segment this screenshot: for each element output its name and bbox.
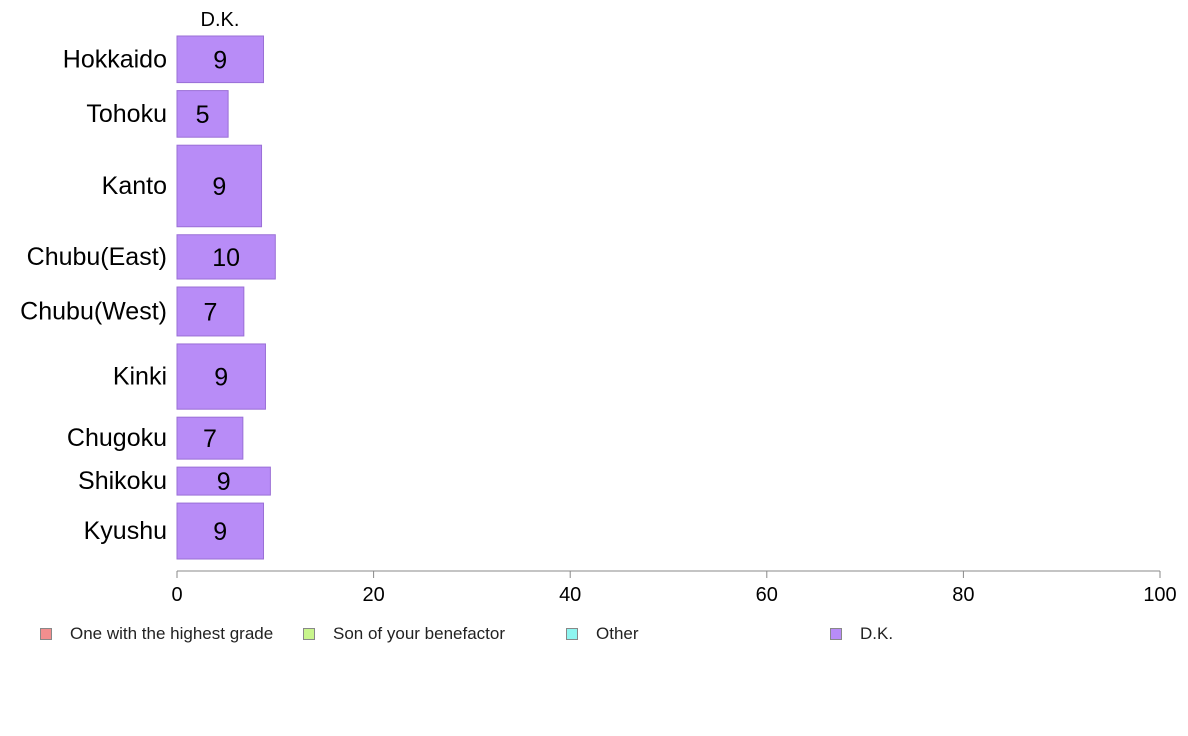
bar-d-k--hokkaido xyxy=(176,35,265,84)
bars-layer: Hokkaido 9 Tohoku 5 Kanto 9 Chubu(East) 10 Chubu… xyxy=(20,35,276,560)
legend-item-son-of-your-benefactor: Son of your benefactor xyxy=(303,624,505,644)
bar-value-label: 7 xyxy=(203,425,217,453)
legend-swatch xyxy=(830,628,842,640)
x-axis: 0 20 40 60 80 100 xyxy=(171,570,1177,606)
column-header: D.K. xyxy=(201,9,240,31)
legend-label: Other xyxy=(596,624,639,643)
legend: One with the highest grade Son of your be… xyxy=(0,624,1188,648)
category-label-chugoku: Chugoku xyxy=(67,424,167,452)
category-label-shikoku: Shikoku xyxy=(78,467,167,495)
bar-value-label: 9 xyxy=(212,173,226,201)
bar-d-k--shikoku xyxy=(176,466,271,496)
category-label-tohoku: Tohoku xyxy=(86,100,167,128)
legend-item-d-k-: D.K. xyxy=(830,624,893,644)
category-label-chubu-west-: Chubu(West) xyxy=(20,297,167,325)
bar-value-label: 7 xyxy=(203,298,217,326)
category-label-kanto: Kanto xyxy=(102,172,167,200)
bar-value-label: 5 xyxy=(196,101,210,129)
bar-d-k--tohoku xyxy=(176,90,229,138)
category-label-kinki: Kinki xyxy=(113,363,167,391)
legend-label: One with the highest grade xyxy=(70,624,274,643)
legend-swatch xyxy=(40,628,52,640)
bar-d-k--kanto xyxy=(176,144,263,228)
bar-d-k--chubu-east- xyxy=(176,234,276,280)
category-label-chubu-east-: Chubu(East) xyxy=(27,243,167,271)
x-tick-label: 20 xyxy=(362,584,384,606)
category-label-kyushu: Kyushu xyxy=(84,517,167,545)
bar-value-label: 9 xyxy=(213,46,227,74)
x-tick-label: 60 xyxy=(756,584,778,606)
bar-value-label: 9 xyxy=(217,468,231,496)
legend-label: D.K. xyxy=(860,624,894,643)
bar-value-label: 10 xyxy=(212,244,240,272)
bar-value-label: 9 xyxy=(213,518,227,546)
legend-label: Son of your benefactor xyxy=(333,624,506,643)
bar-d-k--kinki xyxy=(176,343,266,410)
bar-d-k--kyushu xyxy=(176,502,265,560)
legend-swatch xyxy=(303,628,315,640)
bar-value-label: 9 xyxy=(214,364,228,392)
legend-swatch xyxy=(566,628,578,640)
x-tick-label: 80 xyxy=(952,584,974,606)
bar-d-k--chugoku xyxy=(176,416,244,460)
x-tick-label: 40 xyxy=(559,584,581,606)
legend-item-other: Other xyxy=(566,624,639,644)
bar-d-k--chubu-west- xyxy=(176,286,245,337)
x-tick-label: 0 xyxy=(171,584,182,606)
legend-item-one-with-the-highest-grade: One with the highest grade xyxy=(40,624,273,644)
category-label-hokkaido: Hokkaido xyxy=(63,45,167,73)
x-tick-label: 100 xyxy=(1143,584,1176,606)
